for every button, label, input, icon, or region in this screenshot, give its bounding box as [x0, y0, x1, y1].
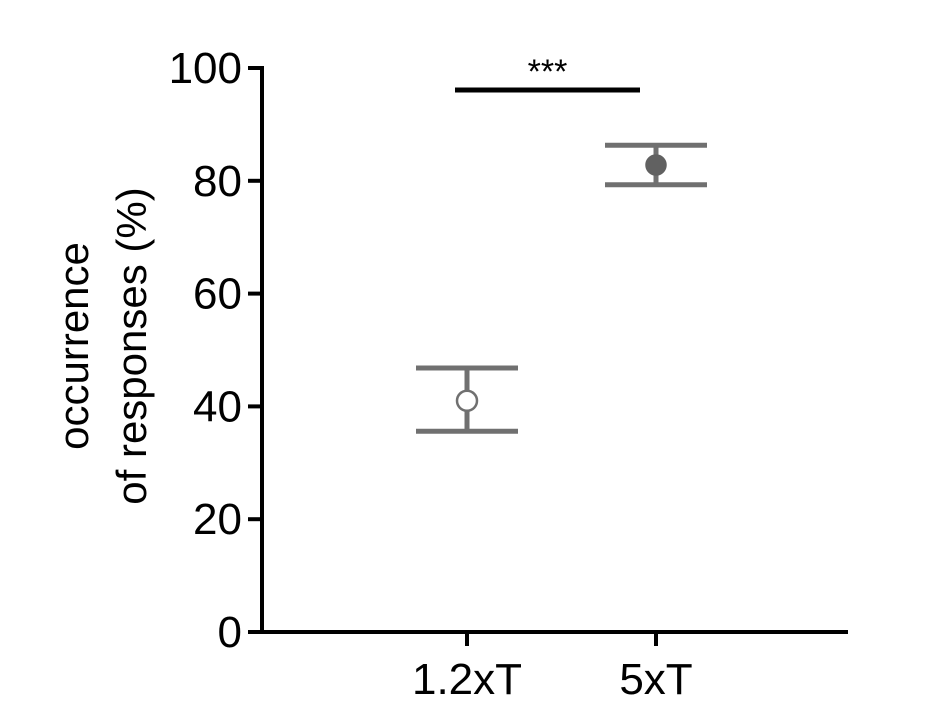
- y-tick-label: 40: [193, 382, 242, 431]
- significance-annotation: ***: [455, 53, 640, 93]
- y-tick-label: 60: [193, 270, 242, 319]
- y-tick-label: 0: [218, 608, 242, 657]
- x-tick-label: 1.2xT: [412, 655, 522, 704]
- y-tick-label: 100: [169, 44, 242, 93]
- y-axis-title-line-1: occurrence: [50, 242, 97, 450]
- x-axis: 1.2xT 5xT: [260, 630, 848, 704]
- data-point-filled: [645, 154, 667, 176]
- y-axis-title-line-2: of responses (%): [108, 187, 155, 504]
- significance-label: ***: [528, 53, 568, 91]
- y-tick-label: 20: [193, 495, 242, 544]
- y-tick-label: 80: [193, 157, 242, 206]
- data-point-open: [455, 389, 479, 413]
- y-axis: 0 20 40 60 80 100: [169, 44, 264, 657]
- chart-marks: [416, 142, 707, 434]
- x-tick-label: 5xT: [619, 655, 692, 704]
